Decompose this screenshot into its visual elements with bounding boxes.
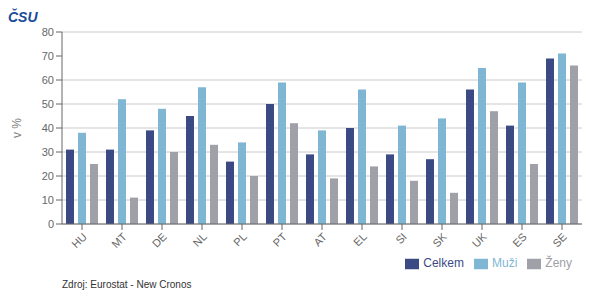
svg-text:v %: v %	[10, 118, 24, 138]
svg-text:PT: PT	[271, 230, 290, 249]
svg-text:HU: HU	[69, 230, 89, 250]
svg-text:NL: NL	[191, 230, 209, 248]
html-text:Celkem: Celkem	[423, 256, 464, 270]
svg-text:AT: AT	[311, 230, 329, 248]
html-text:Ženy: Ženy	[545, 256, 572, 270]
html-text:Muži: Muži	[492, 256, 518, 270]
svg-text:UK: UK	[470, 230, 490, 250]
svg-text:SI: SI	[393, 230, 409, 246]
svg-text:SE: SE	[550, 230, 569, 249]
svg-text:EL: EL	[351, 230, 369, 248]
svg-text:60: 60	[42, 74, 54, 86]
svg-text:30: 30	[42, 146, 54, 158]
svg-text:MT: MT	[109, 230, 129, 250]
svg-text:50: 50	[42, 98, 54, 110]
svg-text:70: 70	[42, 50, 54, 62]
svg-text:PL: PL	[231, 230, 249, 248]
html-text:Zdroj: Eurostat - New Cronos: Zdroj: Eurostat - New Cronos	[62, 279, 192, 290]
svg-text:40: 40	[42, 122, 54, 134]
svg-text:ES: ES	[510, 230, 529, 249]
svg-text:SK: SK	[430, 230, 449, 249]
svg-text:80: 80	[42, 26, 54, 38]
svg-text:20: 20	[42, 170, 54, 182]
svg-text:DE: DE	[150, 230, 169, 249]
svg-text:10: 10	[42, 194, 54, 206]
svg-text:0: 0	[48, 218, 54, 230]
html-text:ČSU: ČSU	[8, 9, 38, 25]
